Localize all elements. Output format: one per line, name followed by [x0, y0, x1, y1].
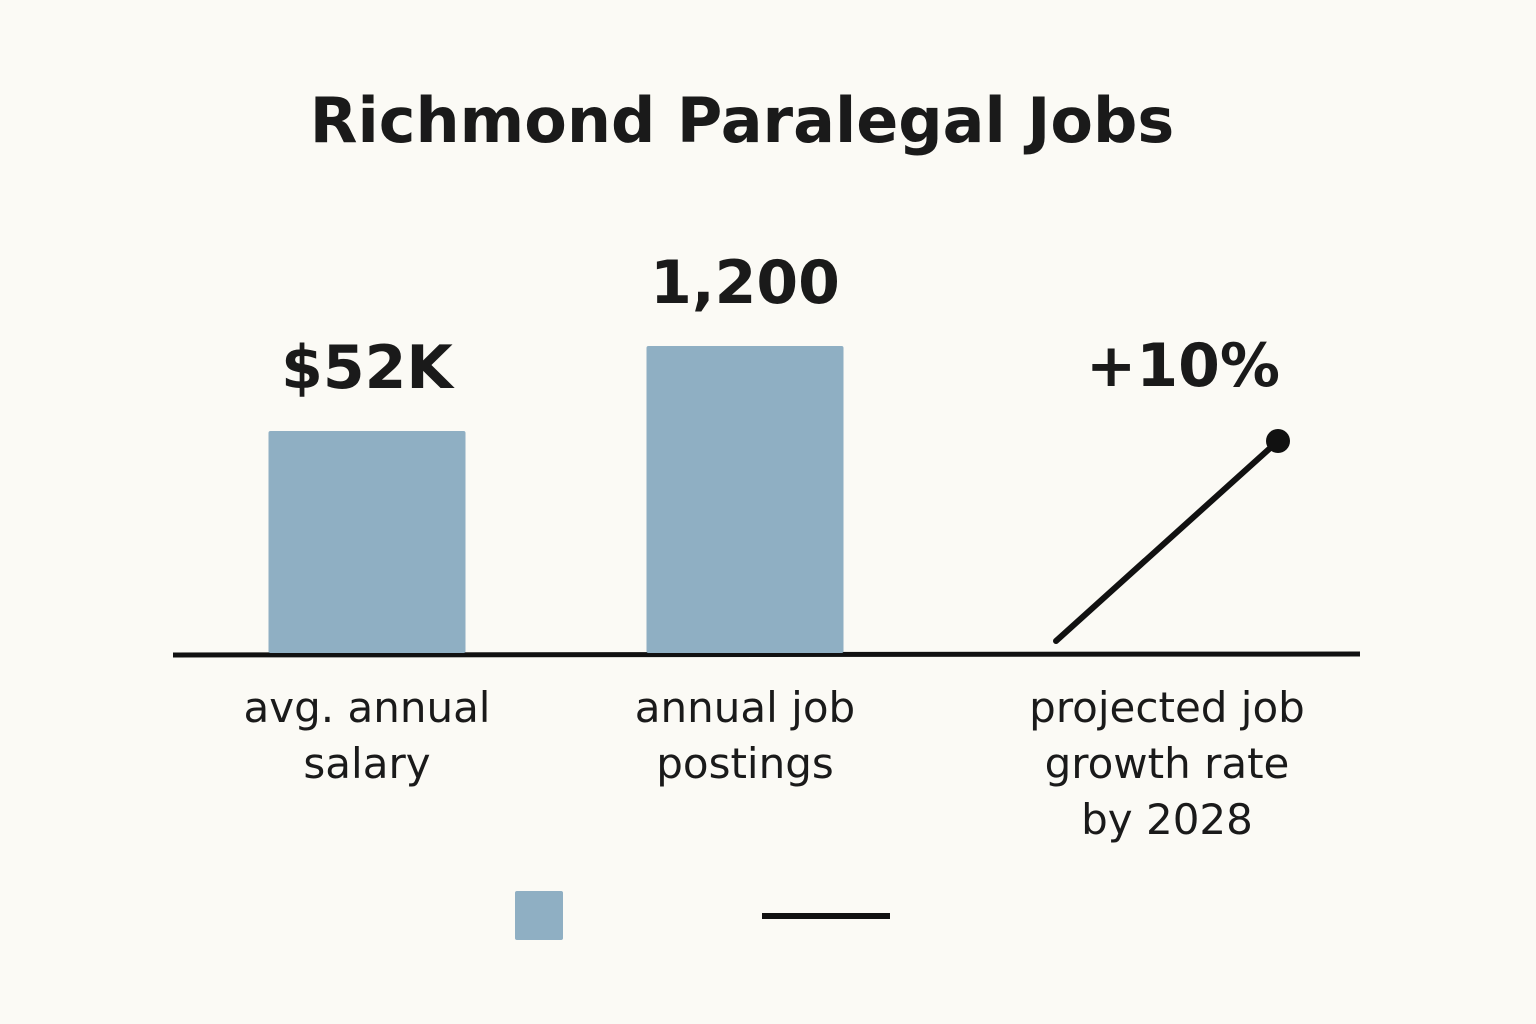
baseline	[172, 651, 1361, 658]
bar	[268, 431, 466, 653]
bar	[646, 346, 844, 653]
chart-title: Richmond Paralegal Jobs	[309, 84, 1175, 157]
growth-point	[1266, 429, 1290, 453]
category-label: annual job postings	[634, 683, 856, 788]
category-label: avg. annual salary	[243, 683, 491, 788]
value-label: $52K	[281, 333, 453, 403]
legend-swatch-bar	[515, 891, 563, 940]
category-label: projected job growth rate by 2028	[1029, 683, 1305, 844]
value-label: +10%	[1086, 331, 1280, 401]
value-label: 1,200	[650, 248, 840, 318]
growth-line	[1053, 438, 1281, 644]
